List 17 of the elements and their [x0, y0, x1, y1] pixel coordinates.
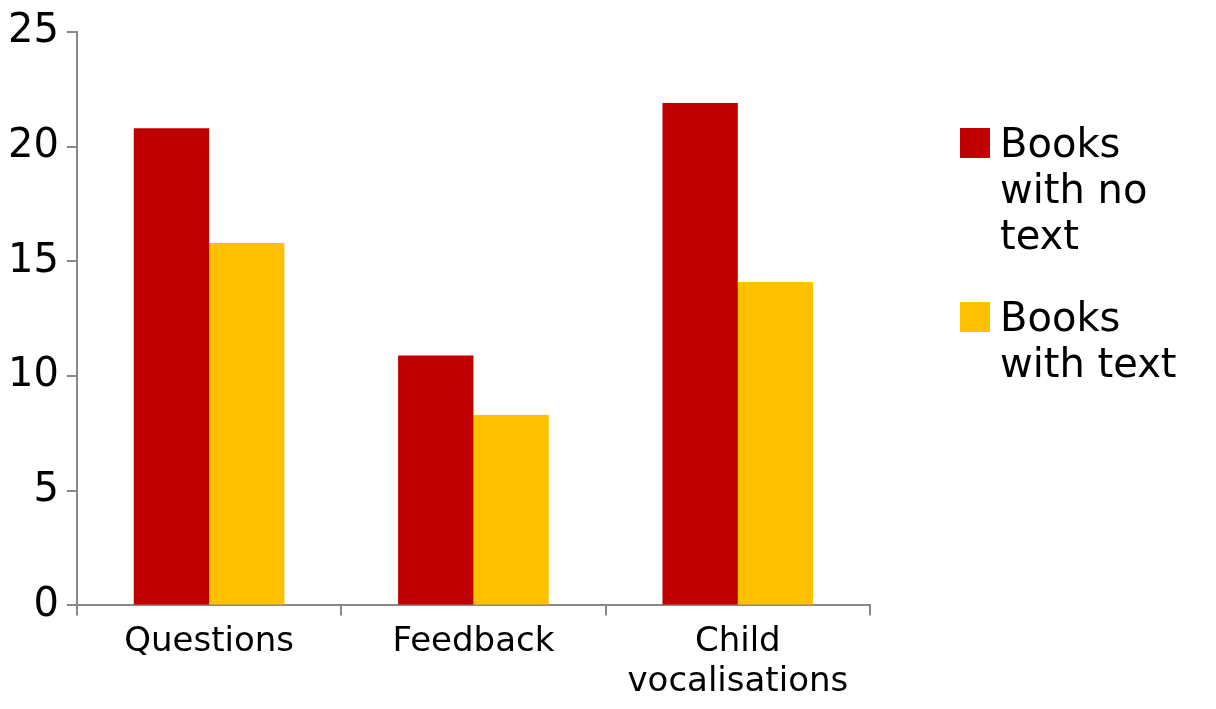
bar — [662, 103, 738, 605]
y-tick-label: 0 — [33, 578, 59, 625]
y-tick-label: 20 — [7, 120, 59, 167]
y-tick-label: 10 — [7, 349, 59, 396]
y-tick-label: 25 — [7, 5, 59, 52]
x-tick-label: Feedback — [392, 618, 555, 659]
y-tick-label: 15 — [7, 234, 59, 281]
bar — [398, 355, 474, 605]
bar — [473, 415, 549, 605]
legend-label: Books with no text — [1000, 120, 1149, 258]
bar — [737, 282, 814, 605]
legend-label: Books with text — [1000, 294, 1178, 386]
bar — [133, 128, 210, 605]
x-tick-label: Child vocalisations — [627, 618, 849, 700]
x-tick-label: Questions — [124, 618, 294, 659]
bar — [209, 243, 285, 605]
y-tick-label: 5 — [33, 464, 59, 511]
